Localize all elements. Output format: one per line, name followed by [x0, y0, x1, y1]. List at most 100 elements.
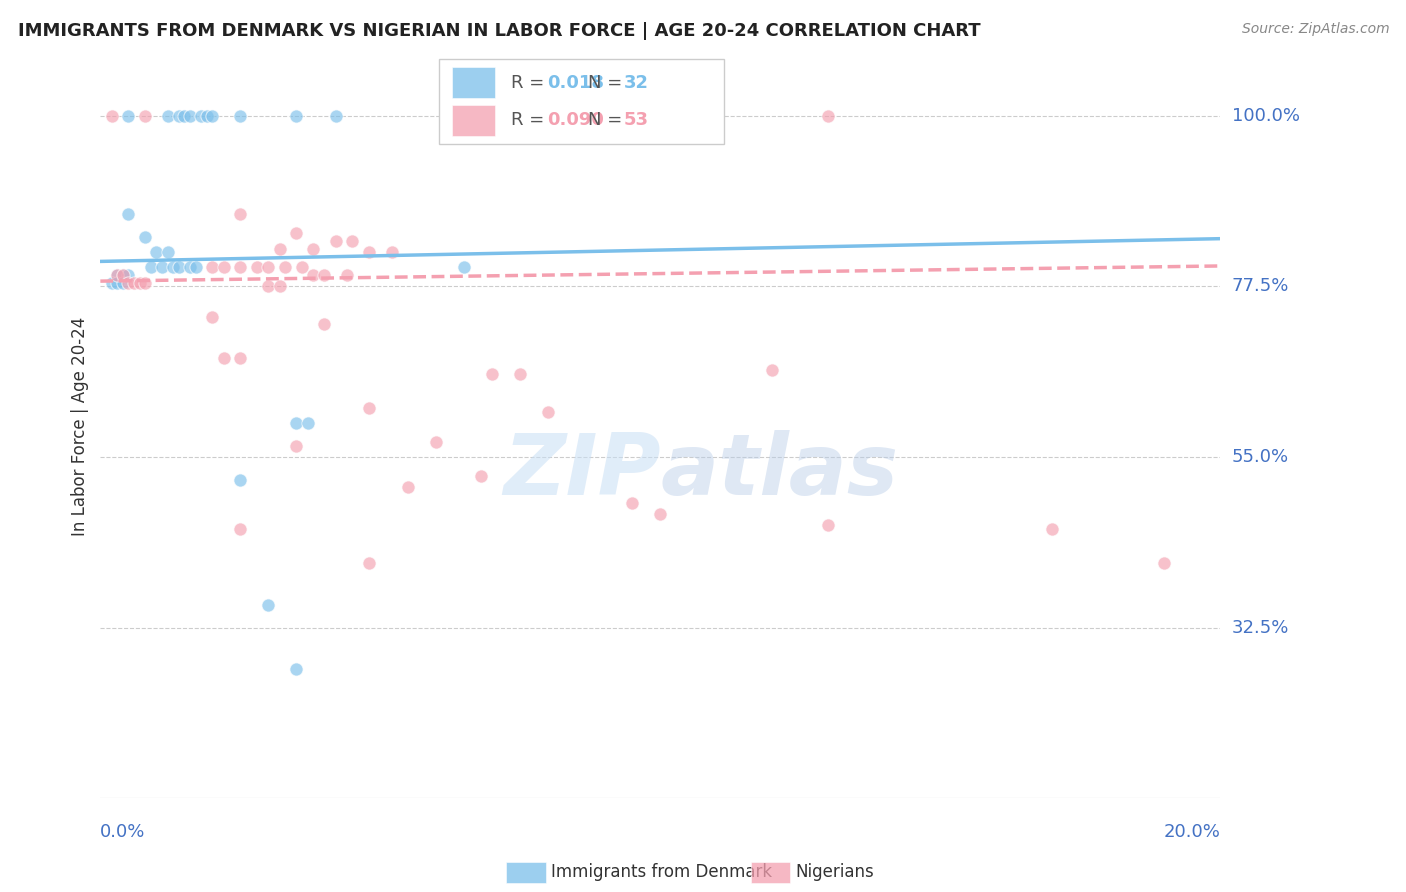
Point: [105, 276, 128, 290]
Text: 100.0%: 100.0%: [1232, 107, 1299, 125]
Point: [179, 260, 201, 275]
FancyBboxPatch shape: [453, 104, 495, 136]
Text: 0.0%: 0.0%: [100, 823, 146, 841]
Point: [257, 279, 280, 293]
Point: [302, 242, 325, 256]
Point: [150, 260, 173, 275]
Text: R =: R =: [512, 74, 550, 92]
Point: [481, 367, 503, 381]
Point: [269, 242, 291, 256]
Point: [100, 276, 122, 290]
Point: [425, 434, 447, 449]
Point: [156, 109, 179, 123]
Point: [201, 310, 224, 324]
Point: [257, 598, 280, 612]
Point: [257, 260, 280, 275]
Point: [285, 109, 308, 123]
Point: [359, 556, 381, 570]
Point: [1153, 556, 1175, 570]
Point: [184, 260, 207, 275]
Point: [509, 367, 531, 381]
Text: 32.5%: 32.5%: [1232, 619, 1289, 637]
Point: [156, 245, 179, 260]
Point: [314, 318, 336, 332]
Text: IMMIGRANTS FROM DENMARK VS NIGERIAN IN LABOR FORCE | AGE 20-24 CORRELATION CHART: IMMIGRANTS FROM DENMARK VS NIGERIAN IN L…: [18, 22, 981, 40]
Point: [359, 245, 381, 260]
Point: [134, 230, 156, 244]
Point: [381, 245, 404, 260]
Point: [302, 268, 325, 282]
Point: [229, 109, 252, 123]
Point: [761, 363, 783, 377]
Text: ZIP: ZIP: [503, 430, 661, 513]
Point: [128, 276, 150, 290]
Text: 0.018: 0.018: [547, 74, 605, 92]
Point: [325, 109, 347, 123]
Text: Nigerians: Nigerians: [796, 863, 875, 881]
Point: [285, 227, 308, 241]
Point: [297, 416, 319, 430]
Point: [100, 109, 122, 123]
Point: [179, 109, 201, 123]
Text: atlas: atlas: [661, 430, 898, 513]
Point: [274, 260, 297, 275]
Text: 55.0%: 55.0%: [1232, 448, 1289, 466]
Point: [817, 518, 839, 533]
Point: [117, 207, 139, 221]
Point: [229, 473, 252, 487]
Point: [190, 109, 212, 123]
Text: N =: N =: [588, 74, 627, 92]
Point: [269, 279, 291, 293]
Text: 53: 53: [623, 112, 648, 129]
Point: [111, 268, 134, 282]
Point: [285, 416, 308, 430]
Point: [246, 260, 269, 275]
Text: N =: N =: [588, 112, 627, 129]
Point: [134, 109, 156, 123]
Point: [285, 662, 308, 676]
Point: [291, 260, 314, 275]
Point: [117, 276, 139, 290]
Point: [117, 109, 139, 123]
Point: [134, 276, 156, 290]
Text: 77.5%: 77.5%: [1232, 277, 1289, 295]
Point: [325, 234, 347, 248]
Point: [621, 495, 644, 509]
Point: [1042, 522, 1064, 536]
Point: [195, 109, 218, 123]
Point: [111, 268, 134, 282]
Point: [167, 109, 190, 123]
Point: [105, 268, 128, 282]
Point: [111, 276, 134, 290]
Point: [470, 469, 492, 483]
Text: 32: 32: [623, 74, 648, 92]
Point: [117, 268, 139, 282]
Point: [229, 260, 252, 275]
Point: [145, 245, 167, 260]
Point: [105, 268, 128, 282]
Text: 0.090: 0.090: [547, 112, 605, 129]
Point: [285, 439, 308, 453]
Point: [201, 109, 224, 123]
Point: [342, 234, 364, 248]
Point: [453, 260, 475, 275]
Point: [229, 522, 252, 536]
Point: [201, 260, 224, 275]
Text: R =: R =: [512, 112, 550, 129]
Point: [139, 260, 162, 275]
Text: 20.0%: 20.0%: [1164, 823, 1220, 841]
Text: Immigrants from Denmark: Immigrants from Denmark: [551, 863, 772, 881]
Point: [314, 268, 336, 282]
Point: [229, 351, 252, 366]
Point: [817, 109, 839, 123]
Point: [359, 401, 381, 415]
Point: [167, 260, 190, 275]
Point: [229, 207, 252, 221]
Point: [396, 480, 419, 494]
Point: [122, 276, 145, 290]
Point: [650, 507, 672, 521]
FancyBboxPatch shape: [453, 67, 495, 98]
FancyBboxPatch shape: [439, 59, 724, 145]
Point: [162, 260, 184, 275]
Y-axis label: In Labor Force | Age 20-24: In Labor Force | Age 20-24: [72, 317, 89, 536]
